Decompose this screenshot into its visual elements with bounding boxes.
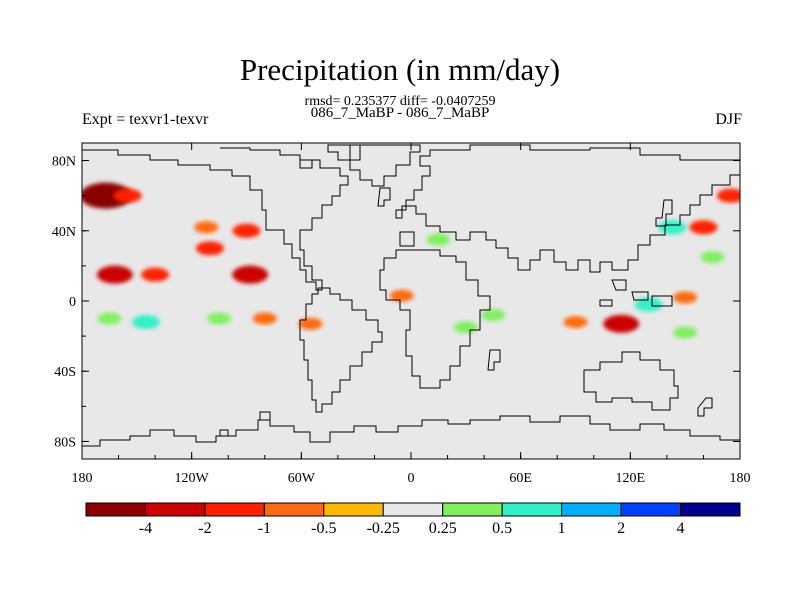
lat-tick-label: 80S (54, 435, 76, 450)
anomaly-blob (232, 223, 261, 238)
coast-sea-islands (599, 279, 673, 307)
lon-tick-label: 180 (730, 471, 751, 486)
colorbar-swatch (323, 502, 384, 517)
anomaly-blob (634, 297, 663, 312)
colorbar-swatch (620, 502, 682, 517)
anomaly-blob (716, 188, 740, 203)
lon-tick-label: 60W (288, 471, 316, 486)
lon-tick-label: 180 (72, 471, 93, 486)
colorbar: -4 -2 -1 -0.5 -0.25 0.25 0.5 1 2 4 (85, 502, 741, 537)
colorbar-swatch (204, 502, 265, 517)
colorbar-swatch (382, 502, 444, 517)
coast-japan (655, 199, 673, 227)
coast-north-america (82, 147, 349, 291)
anomaly-layer (82, 182, 740, 339)
experiment-label: Expt = texvr1-texvr (82, 111, 209, 128)
colorbar-label: 1 (558, 520, 566, 537)
colorbar-label: -2 (198, 520, 211, 537)
coastlines (82, 144, 740, 447)
colorbar-swatch (501, 502, 563, 517)
anomaly-blob (481, 309, 506, 322)
colorbar-swatch (442, 502, 503, 517)
coast-antarctica (82, 415, 740, 447)
coast-madagascar (487, 349, 501, 371)
stats-line: rmsd= 0.235377 diff= -0.0407259 (304, 94, 496, 109)
anomaly-blob (689, 220, 718, 235)
colorbar-label: -4 (139, 520, 152, 537)
lat-tick-label: 40S (54, 365, 76, 380)
anomaly-blob (563, 316, 588, 329)
anomaly-blob (207, 312, 232, 325)
lon-tick-label: 120E (616, 471, 646, 486)
anomaly-blob (298, 317, 323, 330)
anomaly-blob (673, 326, 698, 339)
anomaly-blob (603, 314, 640, 333)
map-axes: 80N 40N 0 40S 80S 180 120W 60W 0 60E 120E 180 (52, 143, 751, 486)
colorbar-label: 0.5 (492, 520, 512, 537)
anomaly-blob (82, 182, 132, 209)
colorbar-label: 0.25 (429, 520, 457, 537)
colorbar-label: -1 (258, 520, 271, 537)
coast-new-zealand (697, 397, 713, 417)
anomaly-blob (113, 188, 142, 203)
lon-tick-label: 0 (408, 471, 415, 486)
anomaly-blob (658, 220, 687, 235)
lat-tick-label: 40N (52, 225, 76, 240)
colorbar-swatch (144, 502, 206, 517)
anomaly-blob (195, 241, 224, 256)
season-label: DJF (715, 111, 742, 128)
anomaly-blob (252, 312, 277, 325)
coast-greenland (327, 144, 421, 187)
cases-label: 086_7_MaBP - 086_7_MaBP (310, 105, 490, 121)
anomaly-blob (673, 291, 698, 304)
anomaly-blob (700, 251, 725, 264)
colorbar-label: -0.25 (367, 520, 400, 537)
colorbar-label: -0.5 (311, 520, 336, 537)
colorbar-swatch (680, 502, 741, 517)
anomaly-blob (131, 315, 160, 330)
anomaly-blob (389, 289, 414, 302)
lon-tick-label: 120W (175, 471, 210, 486)
colorbar-swatch (263, 502, 325, 517)
coast-uk (377, 187, 391, 207)
anomaly-blob (194, 221, 219, 234)
colorbar-swatch (561, 502, 622, 517)
coast-south-america (299, 287, 383, 413)
anomaly-blob (426, 233, 451, 246)
colorbar-label: 2 (617, 520, 625, 537)
coast-antarctic-islands (219, 411, 271, 437)
anomaly-blob (141, 267, 170, 282)
anomaly-blob (232, 265, 269, 284)
coast-arctic-islands (299, 144, 361, 169)
anomaly-blob (453, 321, 478, 334)
lat-tick-label: 80N (52, 155, 76, 170)
anomaly-blob (97, 312, 122, 325)
lon-tick-label: 60E (509, 471, 532, 486)
coast-africa (379, 249, 491, 389)
colorbar-swatch (85, 502, 146, 517)
coast-eurasia (395, 144, 740, 273)
coast-iberia (399, 231, 415, 247)
anomaly-blob (96, 265, 133, 284)
coast-australia (583, 351, 679, 411)
lat-tick-label: 0 (69, 295, 76, 310)
plot-title: Precipitation (in mm/day) (239, 52, 561, 87)
map-background (82, 143, 740, 459)
colorbar-label: 4 (677, 520, 685, 537)
